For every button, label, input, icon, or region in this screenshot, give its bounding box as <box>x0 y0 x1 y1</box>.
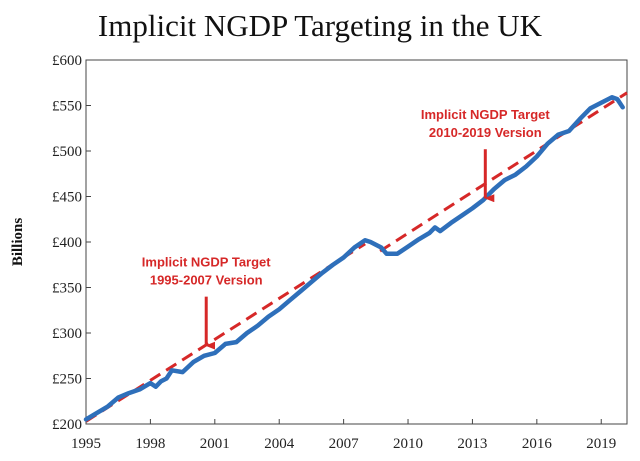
ngdp-series-line <box>83 95 625 422</box>
x-tick-label: 2019 <box>586 436 616 452</box>
x-tick-label: 1998 <box>135 436 165 452</box>
y-tick-label: £200 <box>52 417 82 433</box>
annotation-label: 2010-2019 Version <box>429 125 542 140</box>
x-tick-label: 2004 <box>264 436 295 452</box>
annotation-label: 1995-2007 Version <box>150 273 263 288</box>
x-tick-label: 2016 <box>522 436 553 452</box>
target-trend-line <box>379 91 628 253</box>
y-tick-label: £250 <box>52 372 82 388</box>
x-tick-label: 2007 <box>329 436 360 452</box>
x-tick-label: 1995 <box>71 436 101 452</box>
plot-series <box>83 91 628 423</box>
x-tick-label: 2001 <box>200 436 230 452</box>
chart-title: Implicit NGDP Targeting in the UK <box>98 8 543 43</box>
y-tick-label: £600 <box>52 53 82 69</box>
y-tick-label: £300 <box>52 326 82 342</box>
y-tick-label: £450 <box>52 190 82 206</box>
y-axis: £200 £250 £300 £350 £400 £450 £500 £550 £600 <box>52 53 91 433</box>
annotation-label: Implicit NGDP Target <box>142 255 271 270</box>
x-axis: 1995 1998 2001 2004 2007 2010 2013 2016 2019 <box>71 419 616 452</box>
annotations: Implicit NGDP Target 1995-2007 Version Imp… <box>142 107 550 350</box>
x-tick-label: 2013 <box>457 436 487 452</box>
y-tick-label: £400 <box>52 235 82 251</box>
y-axis-label: Billions <box>10 218 26 267</box>
y-tick-label: £500 <box>52 144 82 160</box>
y-tick-label: £550 <box>52 99 82 115</box>
annotation-label: Implicit NGDP Target <box>421 107 550 122</box>
x-tick-label: 2010 <box>393 436 423 452</box>
y-tick-label: £350 <box>52 281 82 297</box>
